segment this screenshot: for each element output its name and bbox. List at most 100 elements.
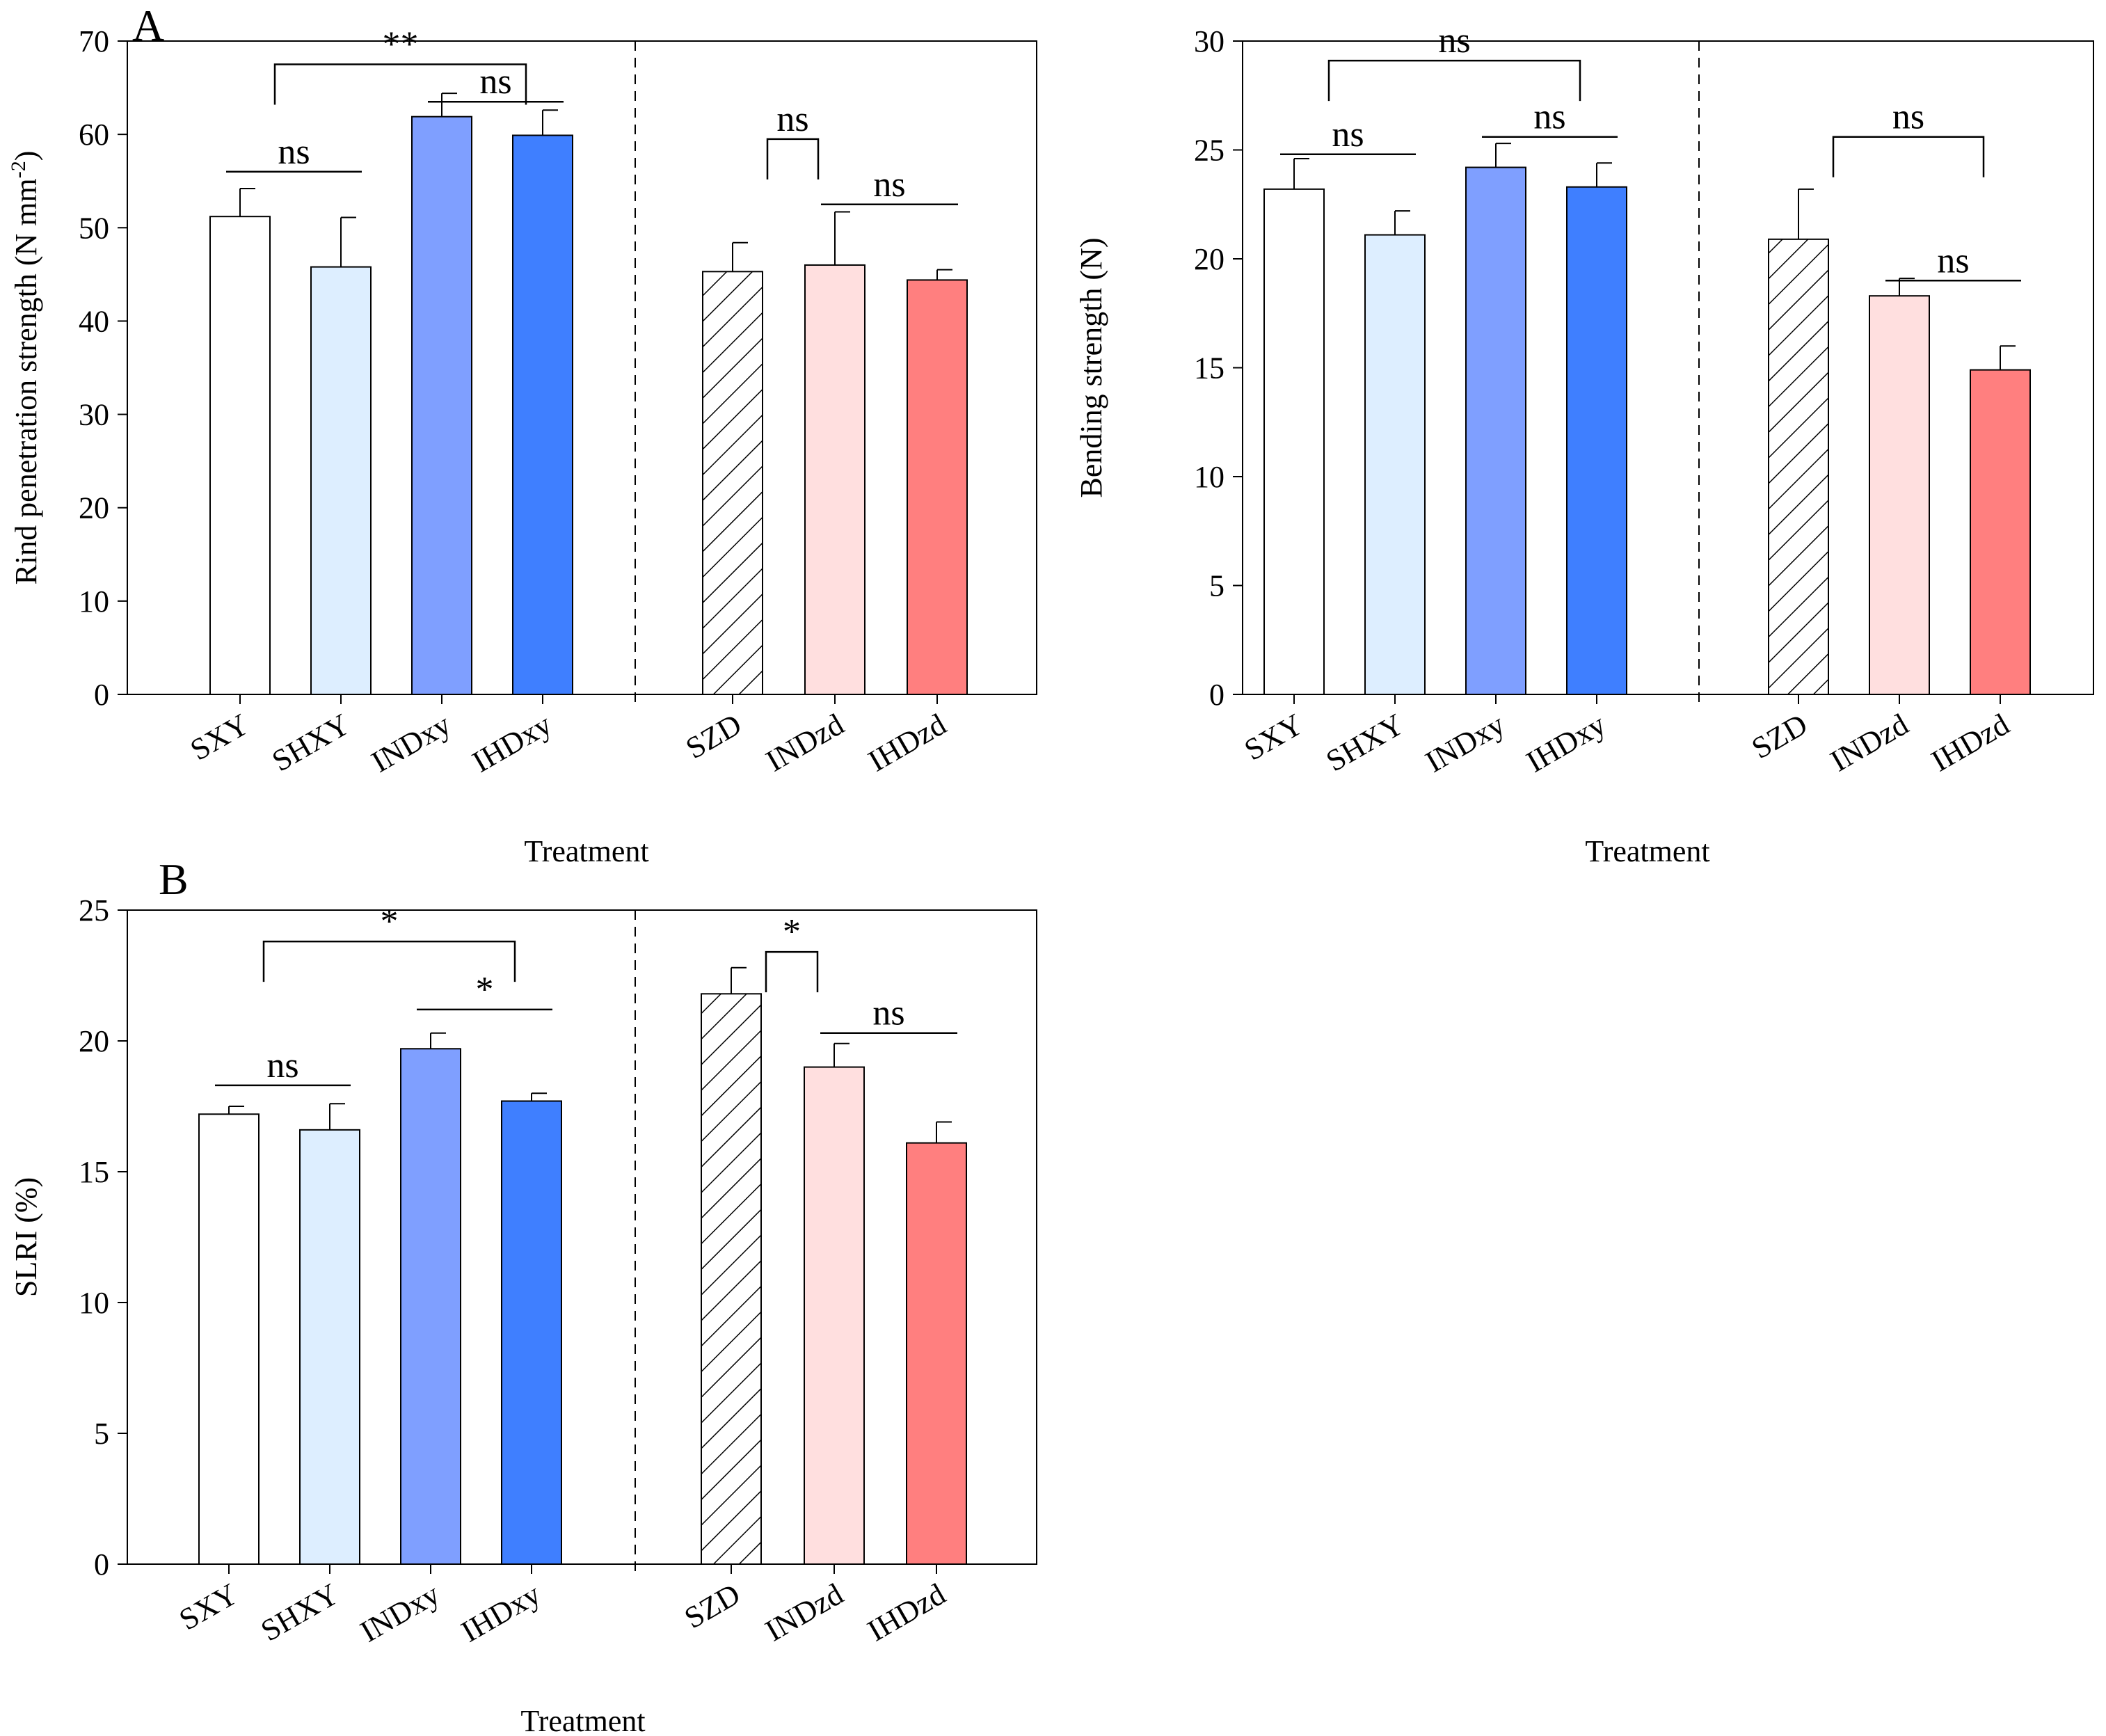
bar-ihdzd: [906, 1142, 967, 1565]
y-tick-label: 30: [1194, 24, 1224, 58]
x-tick-label-indzd: INDzd: [760, 1577, 849, 1648]
significance-label: ns: [278, 132, 310, 172]
y-tick-label: 40: [79, 304, 109, 338]
bar-ihdzd: [907, 279, 968, 695]
significance-label: **: [383, 25, 419, 65]
bar-indxy: [411, 116, 472, 696]
x-tick-label-szd: SZD: [680, 707, 747, 765]
bending-strength-panel: 0 5 10 15 20 25 30 SXY SHXY INDxy IHDxy SZD INDzd IHD…: [1074, 21, 2094, 868]
y-tick-label: 25: [79, 893, 109, 927]
bar-sxy: [209, 216, 271, 695]
bar-ihdxy: [512, 134, 573, 695]
bar-indxy: [1465, 166, 1526, 696]
bar-ihdxy: [1566, 186, 1627, 695]
y-tick-label: 70: [79, 24, 109, 58]
x-tick-label-ihdzd: IHDzd: [863, 707, 952, 778]
rind-penetration-panel: 0 10 20 30 40 50 60 70 SXY SHXY INDxy IHDxy SZD INDzd…: [7, 1, 1037, 868]
significance-label: ns: [479, 62, 511, 102]
bar-indzd: [804, 264, 865, 695]
bar-shxy: [310, 266, 372, 695]
y-axis-title-text: Bending strength (N): [1074, 238, 1108, 498]
bar-sxy: [198, 1113, 260, 1565]
y-axis-title-superscript: -2: [7, 161, 30, 178]
x-tick-label-shxy: SHXY: [266, 707, 356, 778]
significance-bracket: [765, 950, 819, 993]
bar-ihdxy: [501, 1100, 562, 1565]
x-tick-label-szd: SZD: [1746, 707, 1813, 765]
significance-bracket: [273, 63, 527, 105]
y-axis-title-tail: ): [9, 151, 43, 161]
bar-szd: [702, 271, 763, 695]
bar-szd: [701, 993, 762, 1565]
significance-label: ns: [1937, 241, 1969, 280]
significance-label: *: [783, 912, 801, 952]
significance-label: *: [381, 902, 399, 941]
bar-indzd: [804, 1066, 865, 1565]
y-axis-title: Bending strength (N): [1074, 238, 1108, 498]
x-tick-label-ihdxy: IHDxy: [467, 707, 557, 779]
significance-bracket: [1327, 59, 1581, 102]
bar-indxy: [400, 1048, 461, 1565]
x-tick-label-sxy: SXY: [184, 707, 255, 767]
panel-letter: A: [132, 1, 164, 50]
significance-bracket: [766, 138, 820, 180]
significance-label: *: [476, 970, 494, 1010]
significance-label: ns: [1533, 97, 1565, 137]
x-axis-title: Treatment: [1585, 834, 1709, 868]
bar-shxy: [1364, 234, 1426, 695]
bar-shxy: [299, 1129, 360, 1565]
x-axis-title: Treatment: [520, 1704, 645, 1736]
bar-sxy: [1263, 188, 1325, 695]
x-axis-title: Treatment: [524, 834, 648, 868]
significance-label: ns: [1892, 97, 1924, 137]
x-tick-label-ihdzd: IHDzd: [1926, 707, 2015, 778]
y-tick-label: 0: [94, 678, 109, 712]
y-tick-label: 10: [1194, 460, 1224, 494]
slri-panel: 0 5 10 15 20 25 SXY SHXY INDxy IHDxy SZD INDzd IHDzd…: [9, 854, 1037, 1736]
y-tick-label: 20: [1194, 242, 1224, 276]
x-tick-label-ihdxy: IHDxy: [456, 1577, 546, 1649]
y-axis-title-text: SLRI (%): [9, 1177, 43, 1297]
y-tick-label: 20: [79, 491, 109, 525]
significance-label: ns: [1438, 21, 1470, 61]
y-tick-label: 0: [94, 1547, 109, 1582]
y-tick-label: 15: [79, 1155, 109, 1189]
significance-bracket: [1832, 136, 1985, 177]
plot-frame: [127, 909, 1037, 1565]
x-tick-label-indzd: INDzd: [1825, 707, 1914, 778]
y-axis-title-text: Rind penetration strength (N mm: [9, 178, 43, 584]
x-tick-label-szd: SZD: [679, 1577, 746, 1635]
y-tick-label: 20: [79, 1024, 109, 1058]
significance-label: ns: [872, 994, 904, 1033]
bar-szd: [1768, 238, 1829, 695]
y-tick-label: 0: [1209, 678, 1224, 712]
y-tick-label: 30: [79, 398, 109, 432]
x-tick-label-sxy: SXY: [173, 1577, 244, 1637]
y-tick-label: 10: [79, 584, 109, 619]
x-tick-label-ihdxy: IHDxy: [1521, 707, 1611, 779]
y-tick-label: 60: [79, 118, 109, 152]
plot-frame: [127, 40, 1037, 695]
bar-ihdzd: [1970, 369, 2031, 695]
x-tick-label-indxy: INDxy: [1420, 707, 1510, 779]
y-tick-label: 5: [1209, 569, 1224, 603]
bar-indzd: [1869, 295, 1930, 695]
panel-letter: B: [159, 854, 189, 904]
x-tick-label-indxy: INDxy: [366, 707, 456, 779]
y-axis-title: Rind penetration strength (N mm-2): [7, 151, 43, 585]
x-tick-label-sxy: SXY: [1238, 707, 1309, 767]
significance-label: ns: [776, 99, 808, 139]
significance-bracket: [262, 940, 516, 982]
x-tick-label-ihdzd: IHDzd: [862, 1577, 951, 1648]
y-axis-title: SLRI (%): [9, 1177, 43, 1297]
significance-label: ns: [1332, 115, 1364, 154]
x-tick-label-indzd: INDzd: [760, 707, 849, 778]
x-tick-label-shxy: SHXY: [255, 1577, 344, 1648]
y-tick-label: 15: [1194, 351, 1224, 385]
y-tick-label: 50: [79, 211, 109, 245]
significance-label: ns: [266, 1046, 298, 1085]
x-tick-label-shxy: SHXY: [1321, 707, 1410, 778]
x-tick-label-indxy: INDxy: [355, 1577, 445, 1649]
significance-label: ns: [873, 165, 905, 205]
